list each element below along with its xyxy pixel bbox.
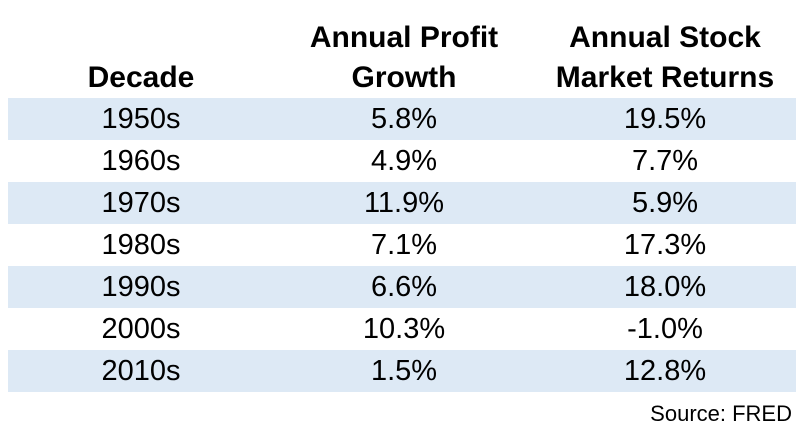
decade-cell: 1990s <box>101 271 181 303</box>
market-returns-cell: 7.7% <box>631 145 699 177</box>
decade-cell: 1960s <box>101 145 181 177</box>
decade-cell: 1970s <box>101 187 181 219</box>
profit-growth-cell: 11.9% <box>363 187 445 219</box>
header-annual-stock-market-returns: Annual Stock Market Returns <box>534 18 796 98</box>
table-row: 1960s 4.9% 7.7% <box>8 140 796 182</box>
table-header: Decade Annual Profit Growth Annual Stock… <box>8 0 796 98</box>
decade-cell: 1950s <box>101 103 181 135</box>
market-returns-cell: -1.0% <box>627 313 703 345</box>
table-row: 2010s 1.5% 12.8% <box>8 350 796 392</box>
decade-cell: 2010s <box>101 355 181 387</box>
table-row: 1970s 11.9% 5.9% <box>8 182 796 224</box>
header-profit-line-2: Growth <box>351 61 457 94</box>
market-returns-cell: 5.9% <box>631 187 699 219</box>
table-body: 1950s 5.8% 19.5% 1960s 4.9% 7.7% 1970s 1… <box>8 98 796 392</box>
data-table: Decade Annual Profit Growth Annual Stock… <box>8 0 796 392</box>
header-decade: Decade <box>8 58 274 98</box>
header-returns-line-1: Annual Stock <box>569 21 761 54</box>
profit-growth-cell: 5.8% <box>370 103 438 135</box>
table-row: 1980s 7.1% 17.3% <box>8 224 796 266</box>
header-profit-line-1: Annual Profit <box>309 21 499 54</box>
profit-growth-cell: 6.6% <box>370 271 438 303</box>
decade-cell: 2000s <box>101 313 181 345</box>
profit-growth-cell: 4.9% <box>370 145 438 177</box>
header-annual-profit-growth: Annual Profit Growth <box>274 18 534 98</box>
table-row: 2000s 10.3% -1.0% <box>8 308 796 350</box>
market-returns-cell: 18.0% <box>623 271 707 303</box>
profit-growth-cell: 1.5% <box>370 355 438 387</box>
header-decade-line-1: Decade <box>87 61 195 94</box>
profit-growth-cell: 10.3% <box>362 313 446 345</box>
market-returns-cell: 17.3% <box>623 229 707 261</box>
profit-growth-cell: 7.1% <box>370 229 438 261</box>
market-returns-cell: 12.8% <box>623 355 707 387</box>
table-row: 1950s 5.8% 19.5% <box>8 98 796 140</box>
market-returns-cell: 19.5% <box>623 103 707 135</box>
decade-cell: 1980s <box>101 229 181 261</box>
table-row: 1990s 6.6% 18.0% <box>8 266 796 308</box>
source-note: Source: FRED <box>650 401 792 426</box>
header-returns-line-2: Market Returns <box>555 61 775 94</box>
